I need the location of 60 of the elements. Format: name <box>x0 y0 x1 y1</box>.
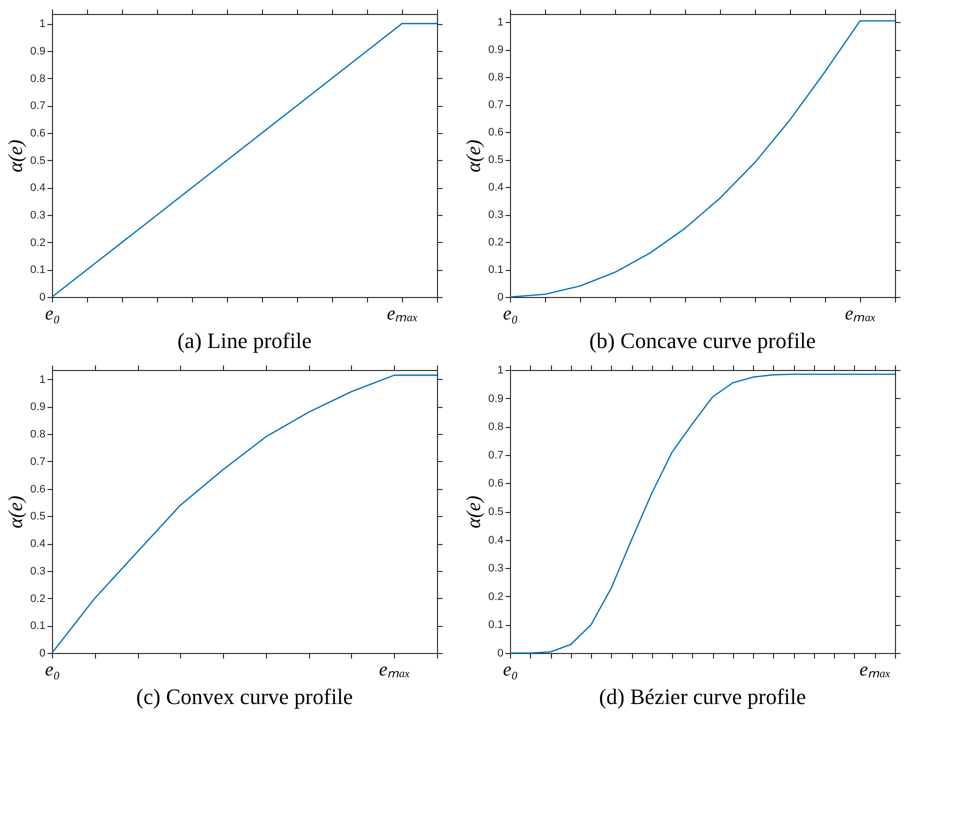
y-tick-label: 0.8 <box>488 72 504 84</box>
y-tick-label: 0.2 <box>488 236 504 249</box>
y-tick-label: 0.6 <box>30 127 46 140</box>
x-tick-label: eₘₐₓ <box>379 660 410 680</box>
x-tick-label: eₘₐₓ <box>386 304 418 324</box>
y-tick-label: 0.2 <box>30 236 46 249</box>
y-axis-title: α(e) <box>5 495 28 528</box>
y-tick-label: 0.3 <box>488 562 504 575</box>
x-tick-label: e₀ <box>502 304 518 324</box>
y-tick-label: 1 <box>497 16 504 29</box>
y-tick-label: 0.1 <box>488 264 504 276</box>
y-tick-label: 0 <box>39 292 46 304</box>
y-tick-label: 0.4 <box>30 538 46 550</box>
y-tick-label: 0 <box>497 648 504 660</box>
y-tick-label: 0.8 <box>488 421 504 434</box>
y-tick-label: 1 <box>39 18 46 30</box>
x-tick-label: e₀ <box>44 304 60 324</box>
y-tick-label: 0.2 <box>30 592 46 605</box>
x-tick-label: eₘₐₓ <box>844 304 876 324</box>
y-tick-label: 0.2 <box>488 590 504 603</box>
y-axis-title: α(e) <box>463 139 486 172</box>
y-axis-title: α(e) <box>5 139 28 172</box>
y-tick-label: 0.5 <box>30 510 46 523</box>
y-tick-label: 0.6 <box>488 478 504 490</box>
x-tick-label: eₘₐₓ <box>860 660 891 680</box>
y-tick-label: 0.4 <box>30 182 46 194</box>
y-tick-label: 0.3 <box>30 209 46 222</box>
text: (b) Concave curve profile <box>589 328 816 353</box>
y-tick-label: 0.8 <box>30 72 46 85</box>
y-tick-label: 0.1 <box>30 620 46 632</box>
y-tick-label: 0 <box>497 292 504 304</box>
y-tick-label: 0.9 <box>488 44 504 56</box>
y-tick-label: 0.3 <box>30 565 46 578</box>
y-tick-label: 0.9 <box>30 401 46 414</box>
text: (a) Line profile <box>177 328 312 353</box>
y-tick-label: 0.5 <box>488 154 504 166</box>
y-tick-label: 0.7 <box>30 100 46 112</box>
x-tick-label: e₀ <box>502 660 518 680</box>
text: (d) Bézier curve profile <box>598 684 806 709</box>
y-tick-label: 0.7 <box>30 456 46 468</box>
x-tick-label: e₀ <box>44 660 60 680</box>
y-tick-label: 0.3 <box>488 209 504 222</box>
y-tick-label: 0.6 <box>30 483 46 496</box>
y-axis-title: α(e) <box>463 495 486 528</box>
y-tick-label: 0.9 <box>30 45 46 58</box>
y-tick-label: 0.1 <box>488 619 504 632</box>
y-tick-label: 0.9 <box>488 392 504 405</box>
y-tick-label: 0.4 <box>488 182 504 194</box>
y-tick-label: 1 <box>39 374 46 386</box>
text: (c) Convex curve profile <box>136 684 353 709</box>
y-tick-label: 0.6 <box>488 126 504 139</box>
y-tick-label: 0.8 <box>30 428 46 441</box>
y-tick-label: 0 <box>39 648 46 660</box>
y-tick-label: 0.5 <box>30 154 46 167</box>
y-tick-label: 0.7 <box>488 449 504 462</box>
y-tick-label: 0.7 <box>488 99 504 112</box>
y-tick-label: 1 <box>497 364 504 376</box>
y-tick-label: 0.1 <box>30 264 46 276</box>
y-tick-label: 0.5 <box>488 506 504 518</box>
y-tick-label: 0.4 <box>488 534 504 546</box>
